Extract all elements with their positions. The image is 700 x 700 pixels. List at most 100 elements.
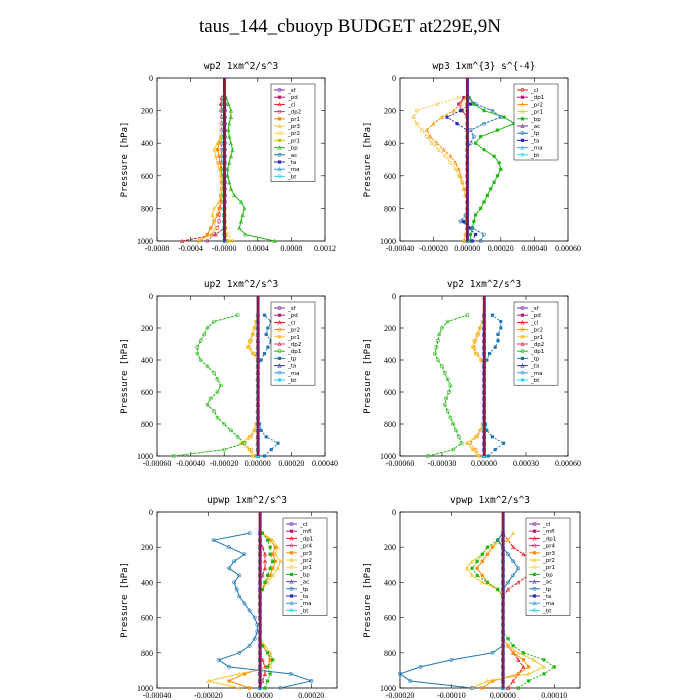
x-tick-label: -0.00060 [386, 459, 415, 468]
legend-entry: _ta [286, 594, 308, 600]
panel-2: wp3 1xm^{3} s^{-4} Pressure [hPa] 0 200 400 6… [363, 61, 581, 253]
legend-label: _pr1 [530, 110, 543, 116]
y-tick-label: 200 [141, 543, 153, 552]
legend-label: _bt [287, 174, 297, 180]
data-point [480, 580, 485, 585]
data-point [521, 551, 526, 557]
data-point [278, 686, 283, 690]
data-point [472, 134, 476, 139]
legend-label: _cl [530, 320, 539, 326]
data-point [277, 363, 282, 368]
data-point [243, 232, 248, 237]
data-point [264, 435, 268, 439]
data-point [464, 566, 469, 571]
legend-label: _bt [542, 608, 552, 614]
series-line [446, 97, 477, 242]
panel-3: up2 1xm^2/s^3 Pressure [hPa] 0 200 400 600 800… [120, 279, 338, 468]
data-point [227, 679, 231, 683]
data-point [277, 145, 282, 150]
data-point [470, 239, 474, 243]
figure-title: taus_144_cbuoyp BUDGET at229E,9N [198, 16, 502, 37]
legend-entry: _pd [517, 313, 541, 319]
data-point [445, 115, 449, 119]
data-point [289, 608, 294, 613]
data-point [552, 665, 556, 669]
x-tick-label: 0.00020 [278, 459, 304, 468]
legend-entry: _pr1 [274, 335, 300, 341]
data-point [532, 594, 537, 598]
data-point [505, 537, 511, 543]
legend-entry: _dp1 [274, 349, 301, 355]
data-point [251, 332, 255, 336]
data-point [485, 428, 489, 432]
legend-label: _ma [299, 601, 311, 607]
data-point [475, 559, 479, 563]
legend-entry: _bp [517, 117, 541, 123]
data-point [502, 441, 506, 445]
data-point [496, 339, 500, 343]
data-point [268, 573, 272, 577]
data-point [268, 658, 272, 662]
data-point [520, 313, 525, 317]
data-point [278, 559, 283, 564]
data-point [252, 636, 257, 641]
legend-label: _bp [299, 572, 310, 578]
data-point [482, 148, 486, 152]
legend-entry: _ma [286, 600, 311, 607]
data-point [271, 566, 275, 570]
data-point [444, 396, 449, 401]
data-point [208, 232, 213, 237]
data-point [289, 522, 294, 526]
data-point [526, 671, 531, 676]
panel-6: vpwp 1xm^2/s^3 Pressure [hPa] 0 200 400 600 80… [363, 495, 581, 700]
y-tick-label: 200 [384, 324, 396, 333]
legend-label: _tp [542, 587, 552, 593]
data-point [247, 339, 251, 343]
x-tick-label: -0.00020 [419, 244, 448, 253]
data-point [222, 422, 227, 426]
legend-label: _ma [287, 371, 299, 377]
legend-label: _dp2 [530, 342, 544, 348]
legend-entry: _pr1 [517, 110, 543, 116]
data-point [426, 454, 430, 458]
data-point [457, 102, 461, 106]
data-point [490, 108, 495, 113]
data-point [218, 193, 223, 198]
legend-entry: _sf [274, 88, 297, 94]
data-point [268, 545, 272, 549]
legend-label: _pr1 [287, 335, 300, 341]
x-tick-label: 0.00010 [541, 691, 567, 700]
data-point [532, 608, 537, 613]
legend-label: _pr4 [299, 544, 313, 550]
x-tick-label: 0.00000 [245, 459, 271, 468]
y-tick-label: 600 [384, 614, 396, 623]
series-line [468, 97, 516, 241]
data-point [259, 358, 263, 362]
legend-entry: _ma [274, 371, 299, 377]
y-axis-label: Pressure [hPa] [120, 562, 130, 638]
data-point [277, 131, 282, 136]
data-point [273, 559, 277, 563]
data-point [532, 543, 537, 548]
data-point [482, 121, 486, 126]
legend-entry: _pd [274, 95, 298, 101]
data-point [242, 672, 247, 676]
legend-label: _pr2 [287, 328, 300, 334]
data-point [235, 313, 240, 318]
data-point [218, 134, 223, 139]
plot-frame [156, 511, 338, 689]
data-point [462, 95, 466, 100]
data-point [242, 441, 247, 446]
x-tick-label: -0.00060 [143, 459, 172, 468]
legend-entry: _ta [274, 363, 296, 370]
data-point [205, 232, 209, 237]
y-tick-label: 1000 [137, 452, 153, 461]
y-tick-label: 400 [384, 356, 396, 365]
data-point [266, 345, 270, 349]
plot-frame [399, 77, 569, 242]
data-point [434, 345, 439, 350]
data-point [198, 338, 203, 343]
legend-label: _bt [530, 378, 540, 384]
series-dp1 [426, 313, 470, 458]
data-point [213, 153, 218, 159]
